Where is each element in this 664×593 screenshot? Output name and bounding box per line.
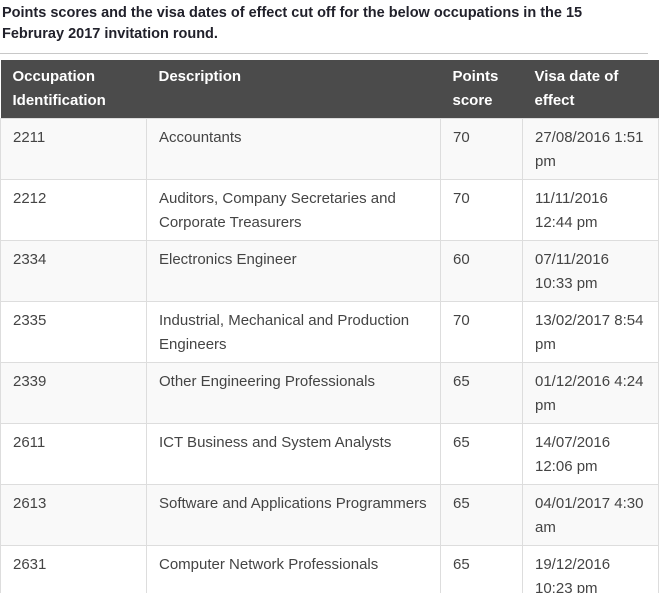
visa-date-cell: 11/11/2016 12:44 pm <box>522 179 659 241</box>
occupation-id-cell: 2335 <box>0 301 147 363</box>
points-score-cell: 65 <box>440 484 523 546</box>
occupation-id-cell: 2211 <box>0 118 147 180</box>
points-score-cell: 60 <box>440 240 523 302</box>
description-cell: Electronics Engineer <box>146 240 441 302</box>
description-cell: Computer Network Professionals <box>146 545 441 593</box>
visa-date-cell: 14/07/2016 12:06 pm <box>522 423 659 485</box>
visa-date-cell: 04/01/2017 4:30 am <box>522 484 659 546</box>
visa-date-cell: 07/11/2016 10:33 pm <box>522 240 659 302</box>
visa-date-cell: 19/12/2016 10:23 pm <box>522 545 659 593</box>
occupation-id-cell: 2339 <box>0 362 147 424</box>
column-header-visa-date-of-effect: Visa date of effect <box>522 60 659 119</box>
column-header-description: Description <box>146 60 441 119</box>
table-row: 2334 Electronics Engineer 60 07/11/2016 … <box>0 240 659 302</box>
visa-date-cell: 27/08/2016 1:51 pm <box>522 118 659 180</box>
table-row: 2611 ICT Business and System Analysts 65… <box>0 423 659 485</box>
visa-date-cell: 01/12/2016 4:24 pm <box>522 362 659 424</box>
table-row: 2631 Computer Network Professionals 65 1… <box>0 545 659 593</box>
occupation-id-cell: 2212 <box>0 179 147 241</box>
points-score-cell: 65 <box>440 545 523 593</box>
page-intro: Points scores and the visa dates of effe… <box>0 0 648 54</box>
table-row: 2335 Industrial, Mechanical and Producti… <box>0 301 659 363</box>
points-score-cell: 65 <box>440 423 523 485</box>
table-row: 2339 Other Engineering Professionals 65 … <box>0 362 659 424</box>
description-cell: Auditors, Company Secretaries and Corpor… <box>146 179 441 241</box>
points-score-cell: 70 <box>440 118 523 180</box>
table-header-row: Occupation Identification Description Po… <box>0 60 659 119</box>
occupations-table: Occupation Identification Description Po… <box>0 60 659 593</box>
points-score-cell: 65 <box>440 362 523 424</box>
visa-date-cell: 13/02/2017 8:54 pm <box>522 301 659 363</box>
description-cell: Software and Applications Programmers <box>146 484 441 546</box>
occupation-id-cell: 2613 <box>0 484 147 546</box>
points-score-cell: 70 <box>440 301 523 363</box>
table-row: 2212 Auditors, Company Secretaries and C… <box>0 179 659 241</box>
description-cell: Accountants <box>146 118 441 180</box>
description-cell: Industrial, Mechanical and Production En… <box>146 301 441 363</box>
occupation-id-cell: 2334 <box>0 240 147 302</box>
table-row: 2211 Accountants 70 27/08/2016 1:51 pm <box>0 118 659 180</box>
occupation-id-cell: 2611 <box>0 423 147 485</box>
description-cell: ICT Business and System Analysts <box>146 423 441 485</box>
table-row: 2613 Software and Applications Programme… <box>0 484 659 546</box>
column-header-points-score: Points score <box>440 60 523 119</box>
description-cell: Other Engineering Professionals <box>146 362 441 424</box>
points-score-cell: 70 <box>440 179 523 241</box>
occupation-id-cell: 2631 <box>0 545 147 593</box>
column-header-occupation-identification: Occupation Identification <box>0 60 147 119</box>
